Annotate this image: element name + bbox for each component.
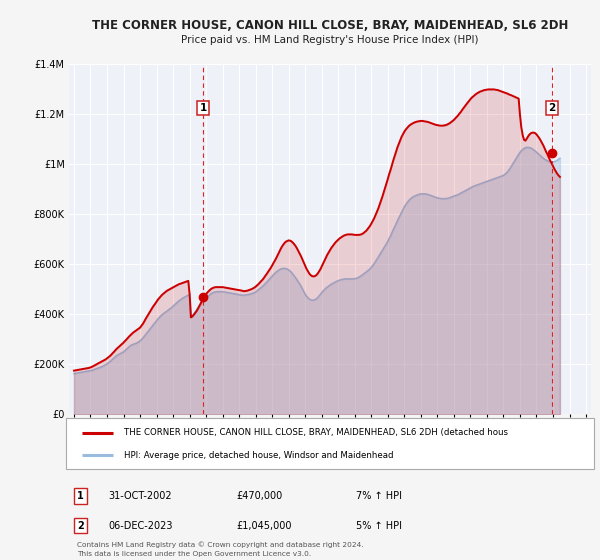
Text: HPI: Average price, detached house, Windsor and Maidenhead: HPI: Average price, detached house, Wind…: [124, 451, 394, 460]
Text: Price paid vs. HM Land Registry's House Price Index (HPI): Price paid vs. HM Land Registry's House …: [181, 35, 479, 45]
Text: £1,045,000: £1,045,000: [236, 521, 292, 531]
Text: 1: 1: [200, 103, 207, 113]
Text: THE CORNER HOUSE, CANON HILL CLOSE, BRAY, MAIDENHEAD, SL6 2DH: THE CORNER HOUSE, CANON HILL CLOSE, BRAY…: [92, 18, 568, 32]
Text: 06-DEC-2023: 06-DEC-2023: [108, 521, 173, 531]
Text: 7% ↑ HPI: 7% ↑ HPI: [356, 491, 402, 501]
Text: 31-OCT-2002: 31-OCT-2002: [108, 491, 172, 501]
Text: This data is licensed under the Open Government Licence v3.0.: This data is licensed under the Open Gov…: [77, 550, 311, 557]
Text: £470,000: £470,000: [236, 491, 282, 501]
Text: 5% ↑ HPI: 5% ↑ HPI: [356, 521, 402, 531]
Text: 2: 2: [548, 103, 556, 113]
Text: 1: 1: [77, 491, 84, 501]
Text: Contains HM Land Registry data © Crown copyright and database right 2024.: Contains HM Land Registry data © Crown c…: [77, 542, 364, 548]
Text: THE CORNER HOUSE, CANON HILL CLOSE, BRAY, MAIDENHEAD, SL6 2DH (detached hous: THE CORNER HOUSE, CANON HILL CLOSE, BRAY…: [124, 428, 508, 437]
Text: 2: 2: [77, 521, 84, 531]
FancyBboxPatch shape: [67, 418, 593, 469]
